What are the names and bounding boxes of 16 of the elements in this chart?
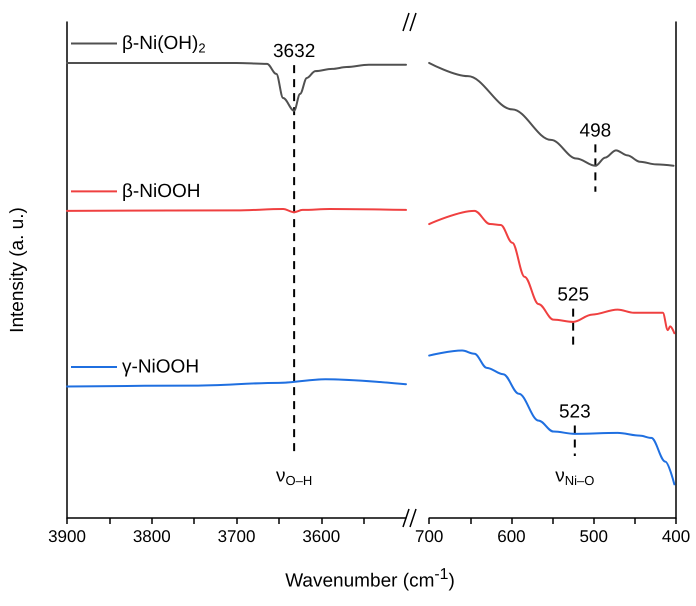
annotation: 498 — [580, 120, 612, 142]
x-tick-label: 600 — [497, 527, 526, 546]
x-tick-label: 3800 — [132, 527, 171, 546]
x-tick-label: 400 — [662, 527, 690, 546]
x-tick-label: 3700 — [218, 527, 256, 546]
legend-label: β-NiOOH — [122, 180, 200, 202]
x-tick-label: 3600 — [302, 527, 340, 546]
legend-label: γ-NiOOH — [122, 356, 200, 378]
y-axis-title: Intensity (a. u.) — [7, 207, 28, 333]
x-tick-label: 500 — [580, 527, 608, 546]
annotation: 523 — [558, 402, 591, 423]
x-tick-label: 700 — [414, 527, 444, 546]
annotation: 3632 — [272, 41, 316, 62]
x-axis-title: Wavenumber (cm$^{-1}$) — [284, 566, 456, 592]
x-tick-label: 3900 — [48, 527, 86, 546]
annotation: 525 — [557, 284, 590, 306]
